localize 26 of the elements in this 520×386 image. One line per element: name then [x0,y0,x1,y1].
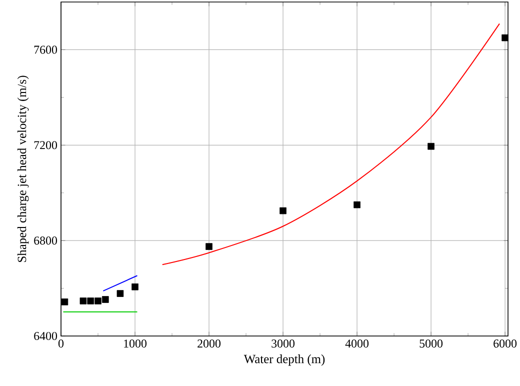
x-tick-label: 4000 [345,340,369,348]
x-tick-label: 5000 [420,340,443,348]
y-tick-label: 6400 [34,332,58,340]
x-tick-label: 2000 [198,340,221,348]
point [116,290,124,297]
point [87,298,94,304]
point [80,298,87,304]
y-tick-label: 6800 [34,236,58,245]
point [502,34,508,42]
y-tick-label: 7200 [34,141,58,150]
x-tick-label: 0 [58,340,64,348]
x-tick-label: 6000 [494,340,517,348]
y-tick-label: 7600 [34,46,58,54]
point [94,298,102,304]
point [102,296,109,303]
point [206,243,212,250]
x-axis-title: Water depth (m) [244,354,325,366]
x-tick-label: 1000 [124,340,146,348]
point [428,142,434,150]
line-series [162,23,500,266]
x-tick-label: 3000 [272,340,295,348]
point [280,207,286,214]
point [354,201,360,208]
y-axis-title: Shaped charge jet head velocity (m/s) [17,76,29,262]
point [132,283,138,290]
point [61,298,68,306]
